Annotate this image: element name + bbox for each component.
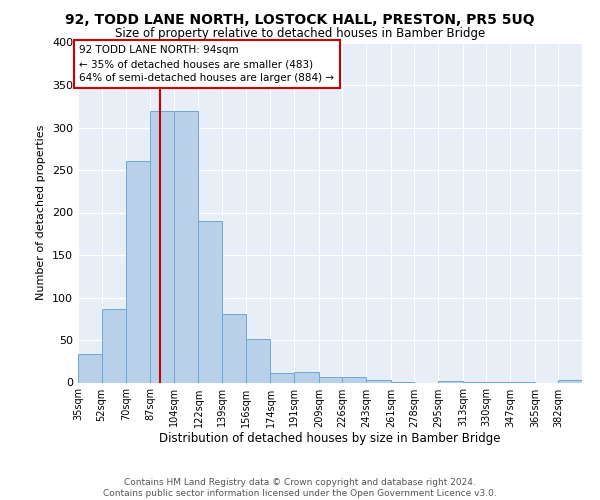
Bar [271, 373, 294, 382]
Bar [294, 372, 319, 382]
Text: Size of property relative to detached houses in Bamber Bridge: Size of property relative to detached ho… [115, 28, 485, 40]
Bar [559, 380, 582, 382]
Text: 92, TODD LANE NORTH, LOSTOCK HALL, PRESTON, PR5 5UQ: 92, TODD LANE NORTH, LOSTOCK HALL, PREST… [65, 12, 535, 26]
Bar [343, 376, 366, 382]
Bar [222, 314, 245, 382]
Text: Contains HM Land Registry data © Crown copyright and database right 2024.
Contai: Contains HM Land Registry data © Crown c… [103, 478, 497, 498]
Bar [78, 354, 101, 382]
Bar [245, 339, 271, 382]
X-axis label: Distribution of detached houses by size in Bamber Bridge: Distribution of detached houses by size … [159, 432, 501, 446]
Bar [319, 378, 343, 382]
Bar [366, 380, 391, 382]
Bar [438, 381, 463, 382]
Bar [173, 110, 199, 382]
Y-axis label: Number of detached properties: Number of detached properties [37, 125, 46, 300]
Bar [150, 110, 173, 382]
Bar [199, 221, 222, 382]
Bar [127, 160, 150, 382]
Bar [101, 308, 127, 382]
Text: 92 TODD LANE NORTH: 94sqm
← 35% of detached houses are smaller (483)
64% of semi: 92 TODD LANE NORTH: 94sqm ← 35% of detac… [79, 45, 335, 83]
